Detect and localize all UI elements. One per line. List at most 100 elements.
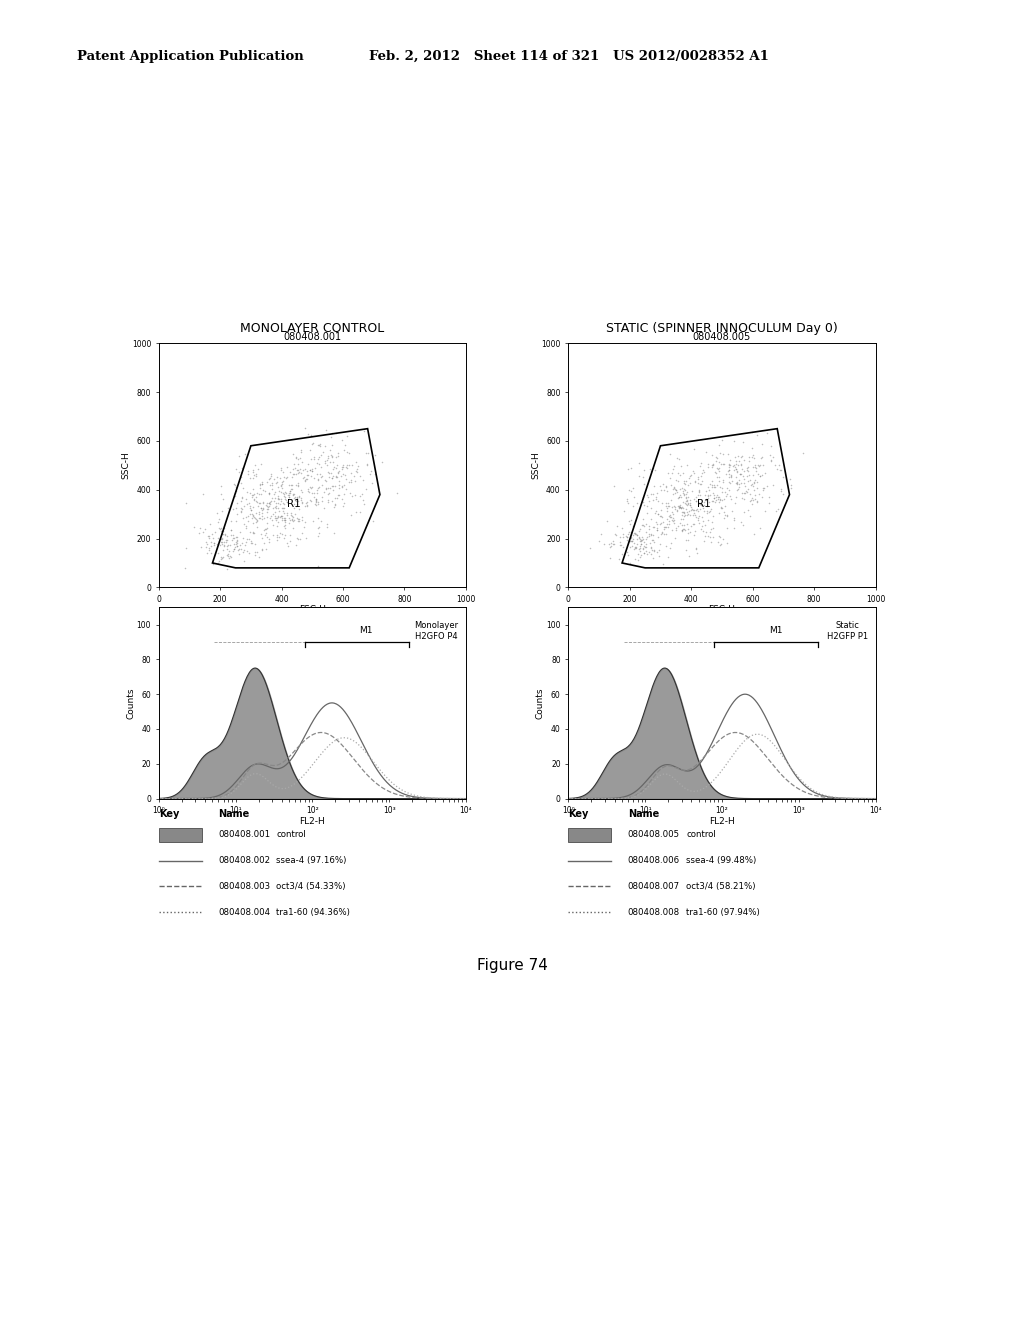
Point <box>324 445 340 466</box>
Point <box>225 540 242 561</box>
Point <box>711 467 727 488</box>
Point <box>249 483 265 504</box>
Point <box>688 499 705 520</box>
Point <box>742 506 759 527</box>
Point <box>256 533 272 554</box>
Text: Feb. 2, 2012   Sheet 114 of 321   US 2012/0028352 A1: Feb. 2, 2012 Sheet 114 of 321 US 2012/00… <box>369 50 769 63</box>
Point <box>717 495 733 516</box>
Point <box>712 527 728 548</box>
Point <box>309 517 326 539</box>
Point <box>341 454 357 475</box>
Point <box>668 519 684 540</box>
Point <box>232 473 249 494</box>
Point <box>686 462 702 483</box>
Point <box>644 548 660 569</box>
Point <box>773 480 790 502</box>
Point <box>662 511 678 532</box>
Point <box>665 504 681 525</box>
Point <box>310 469 327 490</box>
Point <box>267 510 284 531</box>
Point <box>648 513 665 535</box>
Point <box>276 487 293 508</box>
Point <box>699 510 716 531</box>
Point <box>299 465 315 486</box>
Point <box>228 533 245 554</box>
Point <box>683 480 699 502</box>
Point <box>698 490 715 511</box>
Point <box>307 491 324 512</box>
Point <box>612 535 629 556</box>
Point <box>642 459 658 480</box>
Point <box>242 467 258 488</box>
Point <box>289 487 305 508</box>
Point <box>209 503 225 524</box>
Point <box>645 540 662 561</box>
Point <box>358 454 375 475</box>
Point <box>342 471 358 492</box>
Point <box>225 539 242 560</box>
Point <box>221 535 238 556</box>
Point <box>635 491 651 512</box>
Text: Static
H2GFP P1: Static H2GFP P1 <box>827 622 868 642</box>
Point <box>629 533 645 554</box>
Point <box>711 491 727 512</box>
Point <box>355 494 372 515</box>
Point <box>746 454 763 475</box>
Point <box>330 484 346 506</box>
Point <box>750 454 766 475</box>
Point <box>622 521 638 543</box>
Point <box>641 541 657 562</box>
Point <box>205 528 221 549</box>
Point <box>729 461 745 482</box>
Point <box>684 499 700 520</box>
Point <box>745 457 762 478</box>
Point <box>755 478 771 499</box>
Point <box>248 491 264 512</box>
Point <box>275 527 292 548</box>
Point <box>304 477 321 498</box>
Point <box>733 463 750 484</box>
Point <box>701 484 718 506</box>
Point <box>324 467 340 488</box>
Point <box>682 473 698 494</box>
Point <box>287 486 303 507</box>
Point <box>331 478 347 499</box>
Point <box>203 543 219 564</box>
Point <box>324 467 340 488</box>
Point <box>281 512 297 533</box>
Point <box>752 454 768 475</box>
Point <box>273 478 290 499</box>
Point <box>302 440 318 461</box>
Point <box>281 487 297 508</box>
Point <box>734 458 751 479</box>
Point <box>317 478 334 499</box>
Point <box>220 545 237 566</box>
Point <box>319 491 336 512</box>
Point <box>690 473 707 494</box>
Point <box>269 524 286 545</box>
Point <box>226 486 243 507</box>
Point <box>210 512 226 533</box>
Point <box>659 546 676 568</box>
Point <box>288 535 304 556</box>
Point <box>761 487 777 508</box>
Point <box>358 478 375 499</box>
Point <box>200 525 216 546</box>
Point <box>623 480 639 502</box>
Point <box>274 474 291 495</box>
Point <box>725 430 741 451</box>
Point <box>313 491 330 512</box>
Point <box>712 488 728 510</box>
Point <box>313 487 330 508</box>
Point <box>245 461 261 482</box>
Point <box>732 454 749 475</box>
Point <box>653 512 670 533</box>
Text: oct3/4 (58.21%): oct3/4 (58.21%) <box>686 882 756 891</box>
X-axis label: FSC-H: FSC-H <box>299 606 326 614</box>
Point <box>321 447 337 469</box>
Point <box>613 544 630 565</box>
Point <box>643 525 659 546</box>
Point <box>677 479 693 500</box>
Point <box>216 535 232 556</box>
Point <box>643 483 659 504</box>
